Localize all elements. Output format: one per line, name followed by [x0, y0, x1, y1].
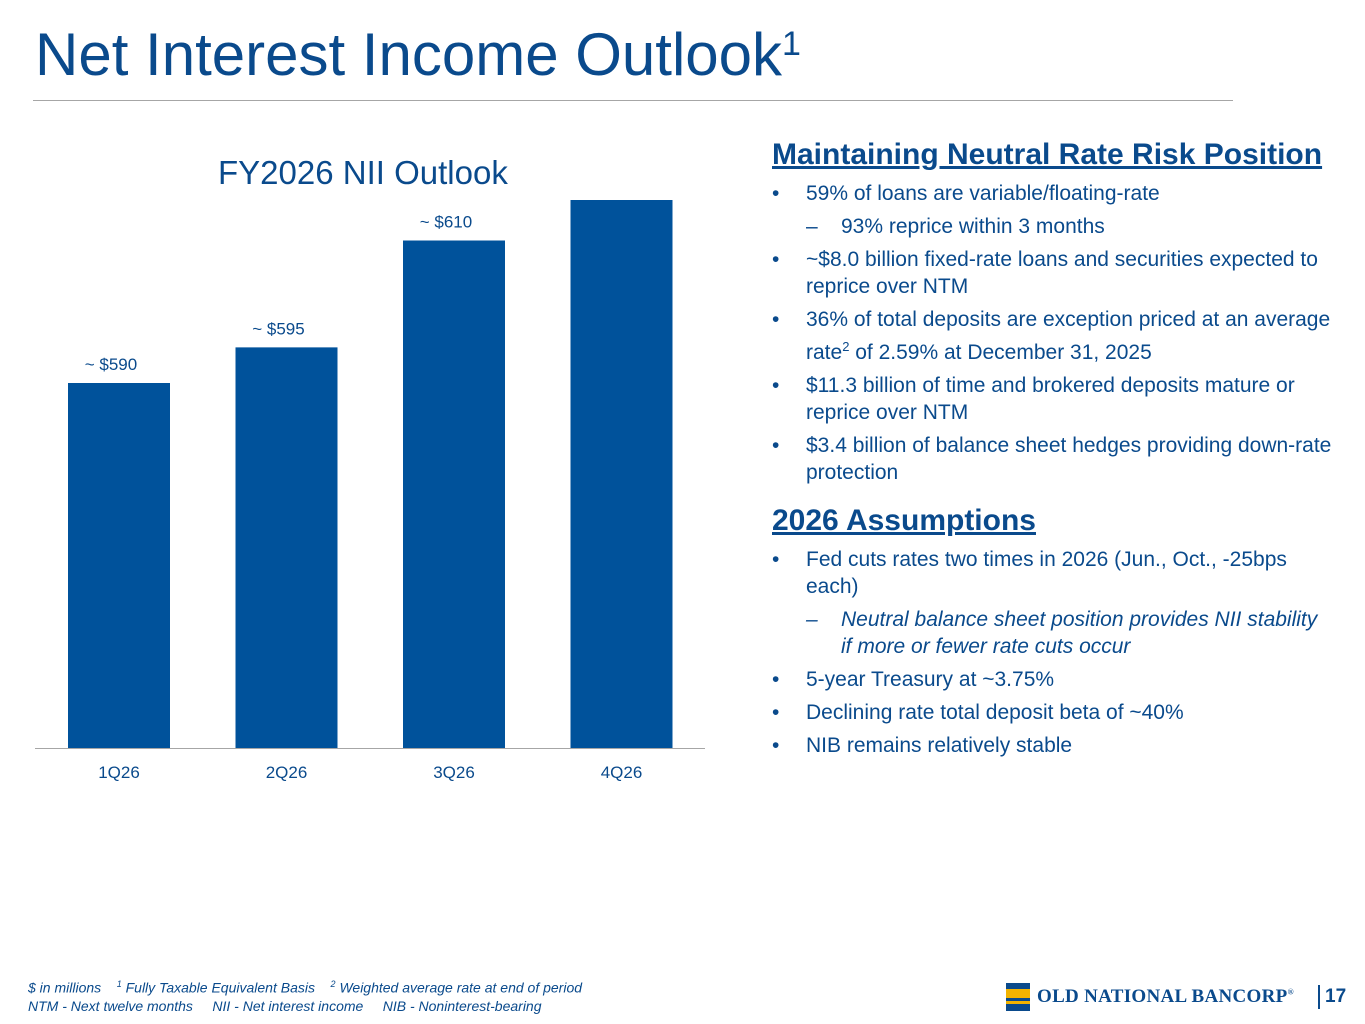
x-tick-label-1Q26: 1Q26: [98, 763, 140, 782]
data-label-3Q26: ~ $610: [420, 213, 472, 232]
x-tick-label-4Q26: 4Q26: [601, 763, 643, 782]
list-item: 36% of total deposits are exception pric…: [772, 306, 1332, 366]
footnote-line-2: NTM - Next twelve months NII - Net inter…: [28, 997, 542, 1014]
right-panel: Maintaining Neutral Rate Risk Position 5…: [772, 136, 1332, 765]
list-item: Fed cuts rates two times in 2026 (Jun., …: [772, 546, 1332, 660]
title-footnote-marker: 1: [782, 25, 801, 63]
list-item: NIB remains relatively stable: [772, 732, 1332, 759]
sub-list-item: 93% reprice within 3 months: [806, 213, 1332, 240]
bar-1Q26: [68, 383, 170, 748]
x-tick-label-3Q26: 3Q26: [433, 763, 475, 782]
list-item: 5-year Treasury at ~3.75%: [772, 666, 1332, 693]
sub-list-item: Neutral balance sheet position provides …: [806, 606, 1332, 660]
bar-3Q26: [403, 240, 505, 748]
page-number: 17: [1325, 986, 1347, 1007]
sub-list: Neutral balance sheet position provides …: [806, 606, 1332, 660]
section-heading-rate-risk: Maintaining Neutral Rate Risk Position: [772, 138, 1323, 171]
logo-text: OLD NATIONAL BANCORP®: [1037, 986, 1294, 1007]
list-item: $3.4 billion of balance sheet hedges pro…: [772, 432, 1332, 486]
list-item: $11.3 billion of time and brokered depos…: [772, 372, 1332, 426]
chart-title: FY2026 NII Outlook: [218, 154, 508, 191]
list-item: 59% of loans are variable/floating-rate …: [772, 180, 1332, 240]
company-logo: OLD NATIONAL BANCORP®: [1006, 983, 1294, 1011]
data-label-2Q26: ~ $595: [252, 319, 304, 338]
sub-list: 93% reprice within 3 months: [806, 213, 1332, 240]
footnote-marker: 2: [842, 339, 850, 354]
footnotes: $ in millions 1 Fully Taxable Equivalent…: [28, 975, 582, 1015]
x-tick-label-2Q26: 2Q26: [266, 763, 308, 782]
title-divider: [33, 100, 1233, 101]
list-item: ~$8.0 billion fixed-rate loans and secur…: [772, 246, 1332, 300]
data-label-1Q26: ~ $590: [85, 355, 137, 374]
rate-risk-list: 59% of loans are variable/floating-rate …: [772, 180, 1332, 486]
assumptions-list: Fed cuts rates two times in 2026 (Jun., …: [772, 546, 1332, 759]
logo-mark-icon: [1006, 983, 1030, 1011]
page-title: Net Interest Income Outlook1: [35, 21, 801, 88]
page-number-divider: [1318, 985, 1320, 1009]
bar-4Q26: [570, 200, 673, 748]
list-item: Declining rate total deposit beta of ~40…: [772, 699, 1332, 726]
bar-2Q26: [235, 347, 338, 748]
footnote-line-1: $ in millions 1 Fully Taxable Equivalent…: [28, 979, 583, 996]
section-heading-assumptions: 2026 Assumptions: [772, 504, 1036, 537]
